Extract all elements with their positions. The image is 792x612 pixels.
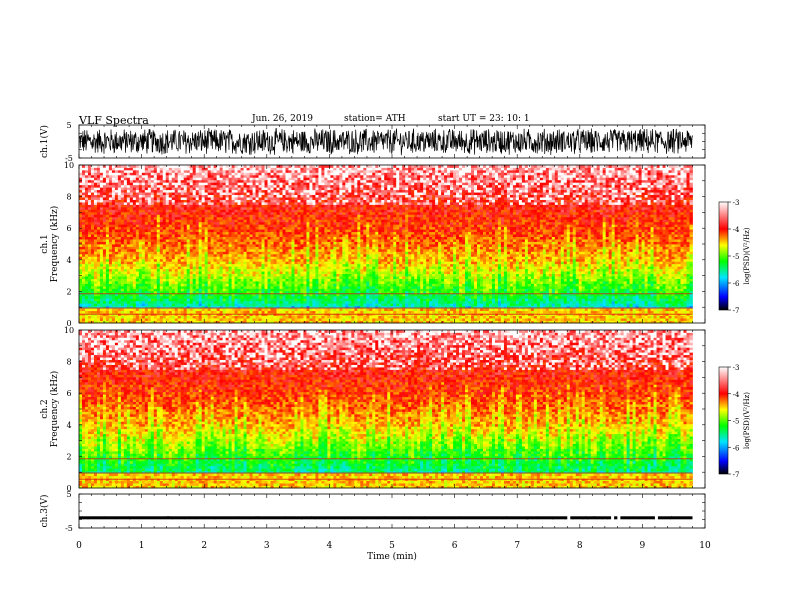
- ch1-channel-label: ch.1: [40, 234, 50, 253]
- x-tick-label: 10: [699, 541, 711, 551]
- y-tick-label: 5: [66, 490, 71, 499]
- ch1-colorbar-label: log(PSD)(V²/Hz): [743, 227, 751, 284]
- y-tick-label: 8: [66, 193, 71, 202]
- y-tick-label: -5: [65, 524, 73, 533]
- ch2-colorbar: [719, 367, 728, 474]
- x-tick-label: 9: [640, 541, 646, 551]
- ch3-dropout: [567, 515, 570, 520]
- ch2-spectrogram-image: [79, 330, 693, 488]
- colorbar-tick-label: -7: [733, 471, 740, 479]
- y-tick-label: 6: [66, 224, 71, 233]
- y-tick-label: 5: [66, 121, 71, 130]
- y-tick-label: 4: [66, 256, 71, 265]
- ch2-channel-label: ch.2: [40, 399, 50, 418]
- ch1-spectrogram-image: [79, 165, 693, 323]
- y-tick-label: 10: [64, 161, 74, 170]
- colorbar-tick-label: -3: [733, 199, 740, 207]
- x-tick-label: 3: [264, 541, 270, 551]
- colorbar-tick-label: -5: [733, 418, 740, 426]
- colorbar-tick-label: -3: [733, 364, 740, 372]
- colorbar-tick-label: -7: [733, 307, 740, 315]
- x-tick-label: 0: [76, 541, 82, 551]
- x-tick-label: 2: [201, 541, 207, 551]
- colorbar-tick-label: -6: [733, 444, 740, 452]
- ch3-dropout: [611, 515, 614, 520]
- y-tick-label: 2: [66, 287, 71, 296]
- ch3-dropout: [617, 515, 620, 520]
- ch1-ylabel: ch.1(V): [39, 125, 50, 158]
- y-tick-label: 8: [66, 358, 71, 367]
- colorbar-tick-label: -4: [733, 226, 740, 234]
- x-tick-label: 4: [327, 541, 333, 551]
- x-tick-label: 7: [514, 541, 520, 551]
- y-tick-label: 10: [64, 326, 74, 335]
- ch3-waveform-frame: [79, 494, 705, 528]
- y-tick-label: 4: [66, 421, 71, 430]
- ch1-ylabel: Frequency (kHz): [49, 206, 60, 283]
- x-tick-label: 6: [452, 541, 458, 551]
- x-tick-label: 8: [577, 541, 583, 551]
- x-tick-label: 1: [139, 541, 145, 551]
- colorbar-tick-label: -6: [733, 280, 740, 288]
- y-tick-label: 6: [66, 389, 71, 398]
- ch2-colorbar-label: log(PSD)(V²/Hz): [743, 392, 751, 449]
- ch2-ylabel: Frequency (kHz): [49, 371, 60, 448]
- ch1-waveform-trace: [79, 128, 693, 155]
- x-axis-label: Time (min): [367, 551, 417, 562]
- ch1-colorbar: [719, 202, 728, 310]
- y-tick-label: 2: [66, 452, 71, 461]
- ch3-ylabel: ch.3(V): [39, 495, 50, 528]
- colorbar-tick-label: -5: [733, 253, 740, 261]
- colorbar-tick-label: -4: [733, 391, 740, 399]
- ch3-dropout: [655, 515, 658, 520]
- x-tick-label: 5: [389, 541, 395, 551]
